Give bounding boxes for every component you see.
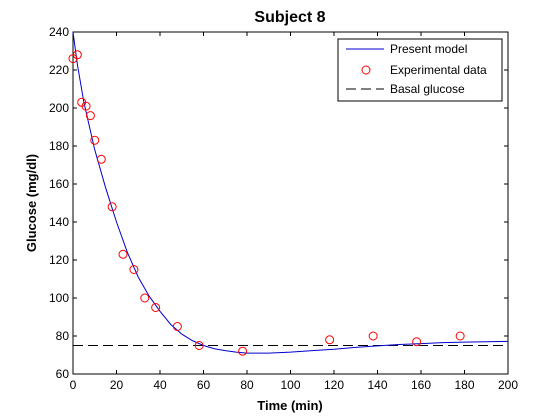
x-tick-label: 200 [498, 378, 518, 392]
legend-data-swatch [361, 65, 371, 75]
y-tick-label: 220 [49, 63, 69, 77]
x-tick-label: 20 [110, 378, 124, 392]
plot-content [68, 31, 509, 356]
experimental-data-point [107, 202, 117, 212]
experimental-data-point [325, 335, 335, 345]
x-tick-label: 100 [280, 378, 300, 392]
experimental-data-point [81, 101, 91, 111]
chart-title: Subject 8 [254, 9, 325, 26]
experimental-data-point [455, 331, 465, 341]
experimental-data-point [96, 154, 106, 164]
y-tick-label: 200 [49, 101, 69, 115]
experimental-data-point [412, 337, 422, 347]
legend-basal-label: Basal glucose [390, 82, 465, 96]
experimental-data-point [140, 293, 150, 303]
x-tick-label: 180 [454, 378, 474, 392]
experimental-data-point [238, 346, 248, 356]
experimental-data-point [90, 135, 100, 145]
x-tick-label: 40 [153, 378, 167, 392]
experimental-data-point [172, 322, 182, 331]
y-axis-label: Glucose (mg/dl) [24, 154, 39, 252]
legend-data-label: Experimental data [390, 63, 487, 77]
experimental-data-point [118, 249, 128, 259]
x-tick-label: 120 [324, 378, 344, 392]
x-tick-label: 60 [197, 378, 211, 392]
y-tick-label: 120 [49, 253, 69, 267]
x-tick-label: 160 [411, 378, 431, 392]
experimental-data-point [85, 111, 95, 121]
experimental-data-point [129, 265, 139, 274]
y-tick-label: 180 [49, 139, 69, 153]
x-axis-label: Time (min) [257, 398, 323, 413]
y-tick-label: 60 [56, 367, 70, 381]
legend-model-label: Present model [390, 42, 467, 56]
experimental-data-point [72, 50, 82, 60]
x-tick-label: 0 [70, 378, 77, 392]
experimental-data-point [151, 303, 161, 312]
model-line [72, 31, 509, 354]
y-tick-label: 100 [49, 291, 69, 305]
y-tick-label: 160 [49, 177, 69, 191]
x-axis: 0 20 40 60 80 100 120 140 160 180 200 [70, 32, 518, 392]
x-tick-label: 140 [367, 378, 387, 392]
x-tick-label: 80 [240, 378, 254, 392]
experimental-data-point [194, 341, 204, 350]
y-tick-label: 80 [56, 329, 70, 343]
y-tick-label: 240 [49, 25, 69, 39]
experimental-data-point [368, 331, 378, 341]
y-tick-label: 140 [49, 215, 69, 229]
y-axis: 60 80 100 120 140 160 180 200 220 240 [49, 25, 508, 381]
legend: Present model Experimental data Basal gl… [337, 38, 503, 102]
